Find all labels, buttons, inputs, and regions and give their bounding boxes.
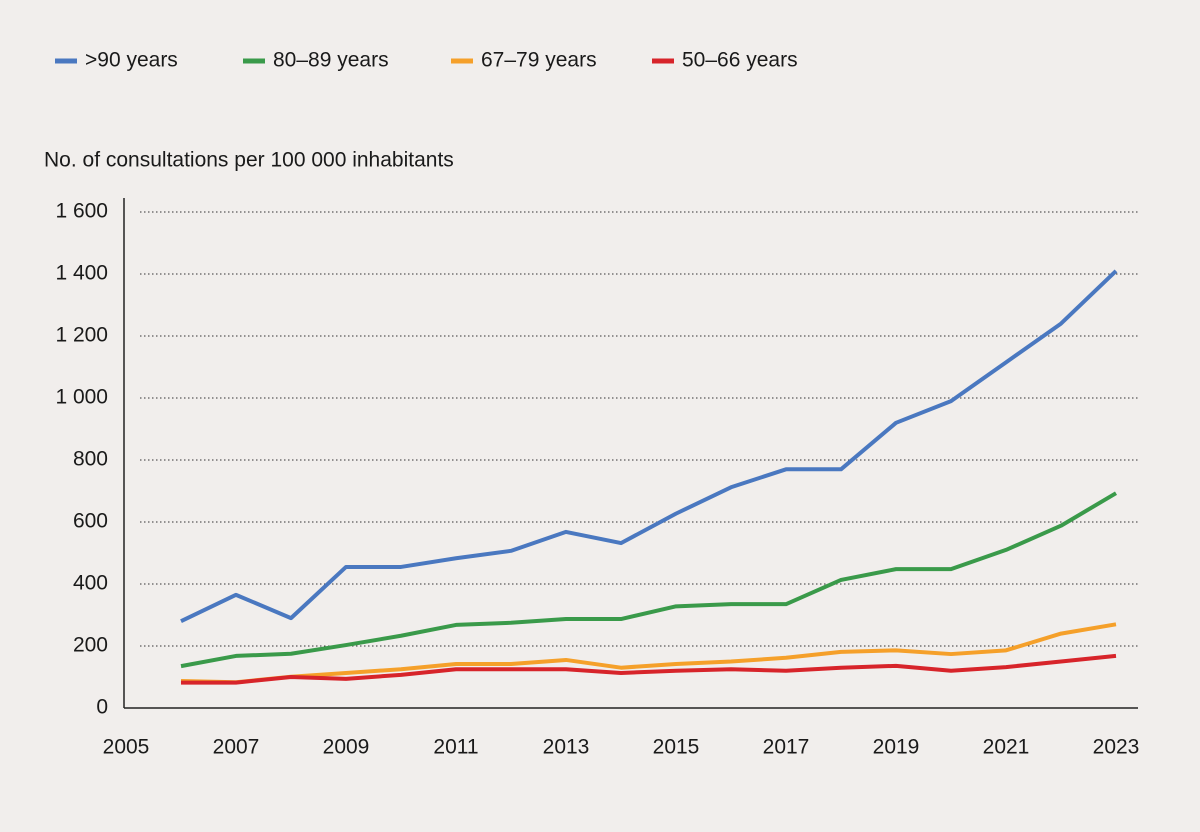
y-tick-label: 200 bbox=[73, 634, 108, 657]
x-tick-label: 2005 bbox=[103, 736, 150, 759]
series-line bbox=[180, 491, 1118, 669]
y-tick-label: 1 600 bbox=[55, 200, 108, 223]
y-tick-label: 1 400 bbox=[55, 262, 108, 285]
x-tick-label: 2021 bbox=[983, 736, 1030, 759]
legend-label: 80–89 years bbox=[273, 49, 389, 72]
x-tick-label: 2009 bbox=[323, 736, 370, 759]
x-tick-label: 2015 bbox=[653, 736, 700, 759]
legend-label: 50–66 years bbox=[682, 49, 798, 72]
y-tick-label: 800 bbox=[73, 448, 108, 471]
legend-label: >90 years bbox=[85, 49, 178, 72]
y-tick-label: 0 bbox=[96, 696, 108, 719]
legend-label: 67–79 years bbox=[481, 49, 597, 72]
y-tick-label: 400 bbox=[73, 572, 108, 595]
x-tick-label: 2007 bbox=[213, 736, 260, 759]
x-tick-label: 2017 bbox=[763, 736, 810, 759]
x-tick-label: 2023 bbox=[1093, 736, 1140, 759]
x-tick-label: 2019 bbox=[873, 736, 920, 759]
x-tick-label: 2013 bbox=[543, 736, 590, 759]
y-tick-label: 1 200 bbox=[55, 324, 108, 347]
y-axis-label: No. of consultations per 100 000 inhabit… bbox=[44, 149, 454, 172]
series-line bbox=[180, 269, 1118, 624]
y-tick-label: 1 000 bbox=[55, 386, 108, 409]
series-line bbox=[181, 653, 1117, 685]
x-tick-label: 2011 bbox=[433, 736, 478, 759]
y-tick-label: 600 bbox=[73, 510, 108, 533]
series-line bbox=[180, 622, 1117, 685]
